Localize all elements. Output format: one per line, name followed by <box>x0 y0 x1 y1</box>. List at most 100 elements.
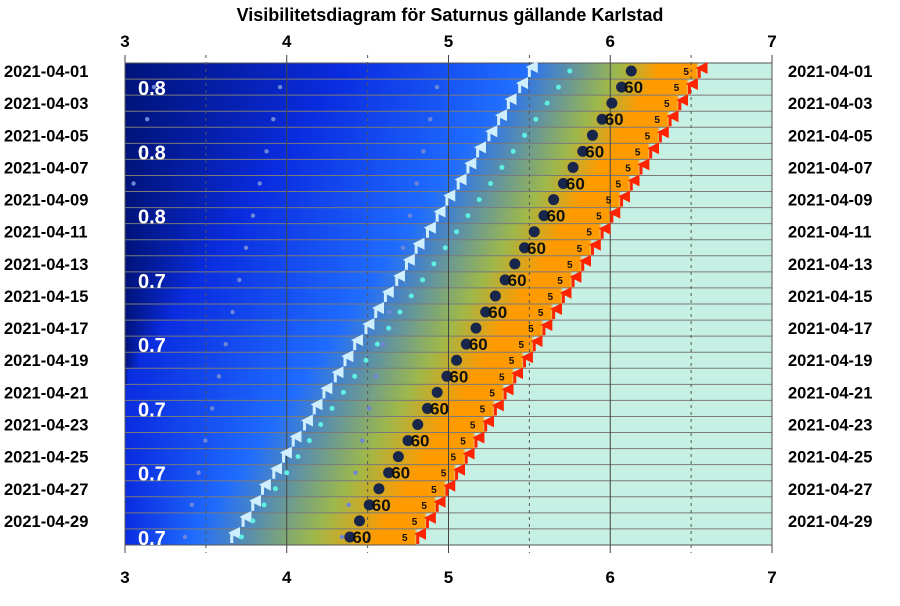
planet-dot <box>538 210 550 222</box>
star-dot <box>366 406 372 411</box>
star-dot <box>353 470 358 475</box>
date-label-right: 2021-04-23 <box>788 417 872 435</box>
twilight-dot <box>295 454 301 460</box>
star-dot <box>250 213 256 218</box>
small-label: 5 <box>586 228 592 239</box>
small-label: 5 <box>412 517 418 528</box>
star-dot <box>387 309 392 315</box>
top-tick-label: 4 <box>282 32 292 51</box>
small-label: 5 <box>635 147 641 158</box>
date-label-right: 2021-04-29 <box>788 513 872 531</box>
bottom-tick-label: 3 <box>120 568 129 587</box>
twilight-dot <box>476 197 482 203</box>
date-label-left: 2021-04-17 <box>4 320 88 338</box>
planet-dot <box>625 65 637 77</box>
planet-dot <box>616 81 628 93</box>
magnitude-label: 0.7 <box>138 528 166 550</box>
planet-dot <box>596 113 608 125</box>
planet-dot <box>412 419 424 430</box>
twilight-dot <box>340 389 346 395</box>
date-label-right: 2021-04-15 <box>788 288 872 306</box>
planet-dot <box>519 242 531 254</box>
star-dot <box>373 374 379 379</box>
star-dot <box>151 84 157 90</box>
star-dot <box>243 245 249 250</box>
bottom-axis: 3 4 5 6 7 <box>120 568 776 587</box>
planet-dot <box>499 274 511 286</box>
altitude-label: 60 <box>624 78 643 97</box>
twilight-dot <box>284 470 290 476</box>
top-tick-label: 3 <box>120 32 129 51</box>
small-label: 5 <box>431 485 437 496</box>
top-tick-label: 7 <box>767 32 776 51</box>
date-label-left: 2021-04-03 <box>4 95 88 113</box>
date-label-left: 2021-04-05 <box>4 127 88 145</box>
date-label-right: 2021-04-27 <box>788 481 872 499</box>
twilight-dot <box>318 422 324 427</box>
twilight-dot <box>431 261 437 267</box>
date-label-right: 2021-04-17 <box>788 320 872 338</box>
twilight-dot <box>522 132 528 138</box>
twilight-dot <box>533 116 539 122</box>
altitude-label: 60 <box>372 496 391 515</box>
date-label-right: 2021-04-25 <box>788 449 872 467</box>
magnitude-label: 0.7 <box>138 464 166 486</box>
star-dot <box>271 117 276 122</box>
date-label-left: 2021-04-27 <box>4 481 88 499</box>
twilight-dot <box>442 245 448 251</box>
twilight-dot <box>272 486 278 492</box>
star-dot <box>434 84 440 90</box>
date-label-left: 2021-04-25 <box>4 449 88 467</box>
planet-dot <box>606 97 618 109</box>
star-dot <box>182 534 188 540</box>
magnitude-label: 0.7 <box>138 399 166 421</box>
twilight-dot <box>238 534 244 540</box>
small-label: 5 <box>645 131 651 142</box>
magnitude-label: 0.8 <box>138 207 166 229</box>
date-label-right: 2021-04-13 <box>788 256 872 274</box>
twilight-dot <box>261 502 267 508</box>
chart-title: Visibilitetsdiagram för Saturnus gälland… <box>237 5 664 25</box>
star-dot <box>414 181 419 186</box>
twilight-dot <box>454 229 460 235</box>
plot-area: 5555555555555555555555555555556060606060… <box>124 55 773 553</box>
planet-dot <box>567 161 579 173</box>
planet-dot <box>363 499 375 511</box>
small-label: 5 <box>596 212 602 223</box>
date-label-left: 2021-04-21 <box>4 384 88 402</box>
star-dot <box>131 181 136 186</box>
twilight-dot <box>386 325 392 331</box>
star-dot <box>428 117 433 122</box>
star-dot <box>421 149 426 154</box>
star-dot <box>138 149 143 154</box>
planet-dot <box>489 290 501 302</box>
twilight-dot <box>544 100 550 106</box>
small-label: 5 <box>499 372 505 383</box>
small-label: 5 <box>509 356 515 367</box>
twilight-dot <box>352 373 358 379</box>
date-label-right: 2021-04-07 <box>788 159 872 177</box>
date-label-right: 2021-04-03 <box>788 95 872 113</box>
planet-dot <box>548 194 560 206</box>
star-dot <box>346 502 351 508</box>
planet-dot <box>354 515 366 527</box>
twilight-dot <box>555 84 561 90</box>
twilight-dot <box>510 148 516 154</box>
date-label-left: 2021-04-11 <box>4 224 88 242</box>
planet-dot <box>586 129 598 141</box>
top-tick-label: 6 <box>606 32 615 51</box>
twilight-dot <box>374 341 380 347</box>
planet-dot <box>480 306 492 318</box>
star-dot <box>203 438 208 443</box>
small-label: 5 <box>480 404 486 415</box>
star-dot <box>380 341 385 347</box>
twilight-dot <box>420 277 426 283</box>
star-dot <box>144 117 150 122</box>
altitude-label: 60 <box>449 367 468 386</box>
star-dot <box>360 438 365 443</box>
planet-dot <box>383 467 395 479</box>
magnitude-label: 0.8 <box>138 142 166 164</box>
small-label: 5 <box>567 260 573 271</box>
date-label-left: 2021-04-01 <box>4 63 88 81</box>
